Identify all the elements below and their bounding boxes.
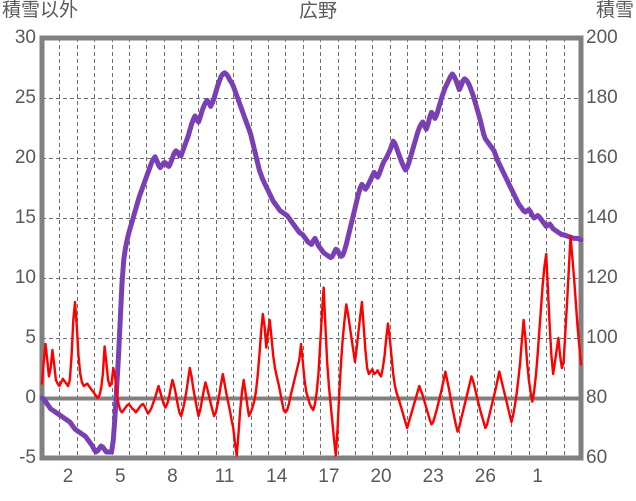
y-tick-right: 80 (586, 387, 608, 408)
x-tick: 26 (474, 466, 496, 487)
y-tick-right: 200 (586, 27, 618, 48)
plot-frame (39, 35, 584, 461)
x-tick: 2 (62, 466, 74, 487)
chart-title: 広野 (298, 1, 337, 22)
x-tick: 5 (114, 466, 126, 487)
y-tick-right: 60 (586, 447, 608, 468)
y-tick-right: 120 (586, 267, 618, 288)
y-tick-left: 20 (14, 147, 36, 168)
x-tick: 20 (370, 466, 392, 487)
y-tick-right: 140 (586, 207, 618, 228)
y-tick-left: 25 (14, 87, 36, 108)
y-tick-left: -5 (19, 447, 36, 468)
series-lines (39, 70, 584, 457)
y-tick-right: 180 (586, 87, 618, 108)
y-tick-left: 5 (25, 327, 36, 348)
y-tick-left: 15 (14, 207, 36, 228)
y-tick-left: 10 (14, 267, 36, 288)
left-axis-title: 積雪以外 (2, 0, 79, 21)
x-tick: 23 (422, 466, 444, 487)
x-tick: 17 (318, 466, 340, 487)
series-line-snow (39, 70, 584, 455)
right-axis-title: 積雪 (595, 0, 634, 21)
x-tick: 1 (532, 466, 543, 487)
x-tick: 11 (214, 466, 235, 487)
y-tick-left: 0 (25, 387, 36, 408)
series-line-other (40, 234, 583, 457)
y-tick-left: 30 (14, 27, 36, 48)
y-tick-right: 160 (586, 147, 618, 168)
x-tick: 14 (266, 466, 288, 487)
y-tick-right: 100 (586, 327, 618, 348)
x-tick: 8 (167, 466, 178, 487)
plot-border (39, 35, 584, 461)
grid-lines (42, 38, 581, 458)
